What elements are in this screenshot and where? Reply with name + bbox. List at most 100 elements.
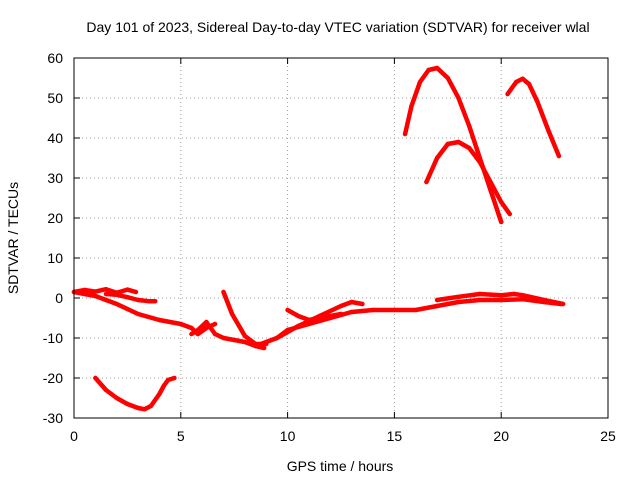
- data-point-arc-10-6: [148, 403, 154, 409]
- data-point-arc-11-4: [434, 65, 440, 71]
- data-point-arc-10-10: [172, 375, 177, 381]
- data-point-arc-3-2: [114, 301, 119, 307]
- data-point-arc-6-10: [456, 299, 461, 305]
- data-point-arc-11-7: [466, 123, 472, 129]
- data-point-arc-13-0: [505, 91, 510, 97]
- data-point-arc-6-11: [477, 297, 483, 303]
- data-point-arc-10-9: [165, 377, 171, 383]
- data-point-arc-9-1: [456, 294, 461, 299]
- x-tick-label-3: 15: [387, 428, 403, 444]
- chart-title: Day 101 of 2023, Sidereal Day-to-day VTE…: [86, 19, 589, 35]
- data-point-arc-7-5: [360, 301, 365, 307]
- data-point-arc-12-1: [434, 155, 440, 161]
- data-point-arc-2-4: [146, 299, 151, 304]
- data-point-arc-10-7: [157, 391, 162, 397]
- data-point-arc-12-8: [507, 211, 512, 217]
- y-tick-label-4: 10: [47, 250, 63, 266]
- series-arc-13: [505, 76, 562, 159]
- data-point-arc-4-0: [189, 331, 194, 337]
- axis-ticks: 0 5 10 15 20 25 -30 -20 -10 0 10 20 30 40 50 60: [43, 50, 616, 444]
- data-point-arc-11-0: [402, 131, 408, 137]
- data-point-arc-4-4: [221, 335, 226, 341]
- data-point-arc-5-0: [221, 289, 226, 295]
- data-point-arc-11-2: [417, 79, 423, 85]
- series-group: [71, 65, 566, 412]
- data-point-arc-7-4: [349, 299, 354, 305]
- y-tick-label-3: 0: [55, 290, 63, 306]
- data-point-arc-8-3: [317, 315, 322, 321]
- data-point-arc-9-6: [541, 297, 547, 303]
- data-point-arc-12-2: [445, 141, 450, 147]
- data-point-arc-1-5: [125, 287, 130, 292]
- data-point-arc-11-5: [445, 75, 450, 81]
- y-axis-title: SDTVAR / TECUs: [5, 182, 21, 294]
- data-point-arc-5-2: [242, 333, 248, 339]
- y-tick-label-5: 20: [47, 210, 63, 226]
- x-tick-label-2: 10: [280, 428, 296, 444]
- data-point-arc-3-9: [212, 321, 218, 327]
- data-point-arc-10-8: [161, 383, 166, 389]
- data-point-arc-9-0: [434, 297, 440, 303]
- data-point-arc-1-3: [103, 287, 109, 292]
- data-point-arc-4-1: [195, 327, 201, 333]
- data-point-arc-2-3: [135, 297, 141, 303]
- series-arc-9: [434, 291, 566, 307]
- data-point-arc-11-1: [409, 103, 414, 109]
- data-point-arc-4-6: [242, 339, 248, 345]
- data-point-arc-6-7: [392, 307, 397, 313]
- data-point-arc-13-5: [545, 127, 551, 133]
- data-point-arc-6-0: [253, 343, 258, 349]
- data-point-arc-3-5: [178, 321, 183, 327]
- data-point-arc-3-4: [157, 317, 162, 323]
- data-point-arc-10-1: [103, 387, 109, 393]
- data-point-arc-10-3: [125, 401, 130, 407]
- data-point-arc-7-3: [338, 303, 344, 309]
- data-point-arc-7-1: [296, 323, 301, 329]
- data-point-arc-9-7: [560, 301, 566, 307]
- data-point-arc-6-12: [499, 297, 504, 303]
- data-point-arc-9-3: [499, 293, 504, 298]
- x-tick-label-5: 25: [600, 428, 616, 444]
- data-point-arc-10-0: [93, 375, 98, 381]
- data-point-arc-11-6: [456, 95, 461, 101]
- data-point-arc-13-1: [513, 79, 519, 85]
- data-point-arc-9-5: [520, 293, 525, 298]
- data-point-arc-10-5: [142, 407, 147, 412]
- data-point-arc-4-3: [212, 331, 218, 337]
- x-tick-label-0: 0: [70, 428, 78, 444]
- y-tick-label-1: -20: [43, 370, 63, 386]
- x-tick-label-4: 20: [493, 428, 509, 444]
- data-point-arc-8-1: [296, 313, 301, 319]
- data-point-arc-9-2: [477, 291, 483, 297]
- data-point-arc-1-2: [93, 289, 98, 294]
- data-point-arc-13-2: [520, 76, 525, 82]
- y-tick-label-7: 40: [47, 130, 63, 146]
- data-point-arc-10-4: [135, 405, 141, 411]
- data-point-arc-6-8: [413, 307, 418, 313]
- data-point-arc-6-9: [434, 303, 440, 309]
- data-point-arc-4-2: [204, 319, 209, 325]
- data-point-arc-2-5: [152, 299, 158, 304]
- data-point-arc-12-0: [424, 179, 429, 185]
- x-axis-title: GPS time / hours: [287, 458, 394, 474]
- y-tick-label-6: 30: [47, 170, 63, 186]
- plot-frame: [73, 57, 609, 419]
- data-point-arc-12-6: [488, 179, 493, 185]
- y-tick-label-2: -10: [43, 330, 63, 346]
- x-tick-label-1: 5: [177, 428, 185, 444]
- data-point-arc-10-2: [114, 395, 119, 401]
- y-tick-label-0: -30: [43, 410, 63, 426]
- data-point-arc-1-1: [82, 287, 87, 293]
- data-point-arc-4-8: [261, 345, 267, 351]
- data-point-arc-8-2: [306, 317, 312, 323]
- data-point-arc-2-2: [125, 295, 130, 300]
- data-point-arc-2-1: [114, 292, 119, 297]
- data-point-arc-6-6: [370, 307, 376, 313]
- data-point-arc-11-10: [499, 219, 504, 225]
- data-point-arc-13-3: [526, 81, 532, 87]
- data-point-arc-3-1: [93, 293, 98, 299]
- data-point-arc-8-0: [285, 307, 290, 313]
- data-point-arc-6-5: [349, 309, 354, 315]
- data-point-arc-6-13: [520, 297, 525, 302]
